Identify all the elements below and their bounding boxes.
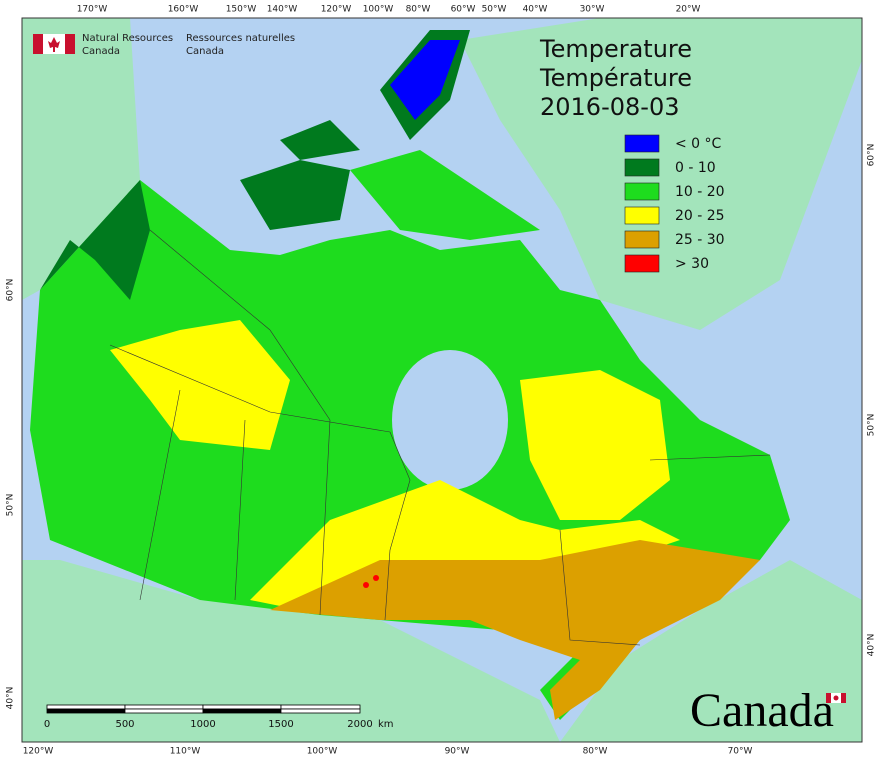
flag-bar [826, 693, 831, 703]
graticule-labels: 170°W 160°W 150°W 140°W 120°W 100°W 80°W 60°W 50… [6, 5, 877, 757]
temperature-zone [270, 540, 760, 720]
map-date: 2016-08-03 [540, 93, 679, 121]
legend-swatch [624, 206, 660, 225]
temperature-zone [240, 160, 350, 230]
map-title: Temperature [539, 35, 692, 63]
legend-label: 25 - 30 [675, 232, 725, 248]
scale-label: 0 [44, 719, 50, 730]
org-name: Natural Resources [82, 33, 173, 44]
legend-label: 0 - 10 [675, 160, 716, 176]
longitude-label: 70°W [728, 747, 753, 757]
longitude-label: 80°W [583, 747, 608, 757]
longitude-label: 100°W [307, 747, 338, 757]
scale-segment [124, 708, 204, 714]
legend-swatch [624, 230, 660, 249]
scale-label: 1000 [190, 719, 215, 730]
maple-leaf [833, 695, 839, 701]
flag-bar [841, 693, 846, 703]
legend-label: > 30 [675, 256, 709, 272]
legend: < 0 °C 0 - 10 10 - 20 20 - 25 25 - 30 > 30 [624, 134, 725, 273]
legend-swatch [624, 182, 660, 201]
longitude-label: 140°W [267, 5, 298, 15]
legend-label: 10 - 20 [675, 184, 725, 200]
temperature-zone [373, 575, 379, 581]
longitude-label: 50°W [482, 5, 507, 15]
longitude-label: 100°W [363, 5, 394, 15]
temperature-zone [280, 120, 360, 160]
longitude-label: 120°W [23, 747, 54, 757]
scale-segment [46, 704, 126, 710]
longitude-label: 20°W [676, 5, 701, 15]
longitude-label: 120°W [321, 5, 352, 15]
maple-leaf [48, 37, 60, 52]
scale-label: 1500 [268, 719, 293, 730]
flag-bar [33, 34, 43, 54]
alaska [22, 18, 140, 300]
longitude-label: 80°W [406, 5, 431, 15]
united-states [22, 560, 560, 742]
temperature-zone [390, 40, 460, 120]
scale-segment [280, 708, 361, 714]
longitude-label: 170°W [77, 5, 108, 15]
hudson-bay [392, 350, 508, 490]
longitude-label: 160°W [168, 5, 199, 15]
map-frame [21, 17, 863, 743]
flag-bar [65, 34, 75, 54]
temperature-zone [40, 180, 150, 300]
united-states [560, 560, 862, 742]
map-title: Température [539, 64, 692, 92]
frame-border [21, 17, 863, 743]
temperature-zone [110, 320, 290, 450]
legend-label: < 0 °C [675, 136, 722, 152]
longitude-label: 60°W [451, 5, 476, 15]
scale-bar: 0 500 1000 1500 2000 km [44, 704, 394, 730]
scale-segment [202, 708, 282, 714]
scale-unit: km [378, 719, 394, 730]
province-border [109, 229, 771, 646]
legend-swatch [624, 254, 660, 273]
scale-label: 500 [115, 719, 134, 730]
greenland [460, 18, 862, 330]
latitude-label: 40°N [6, 687, 16, 710]
latitude-label: 50°N [867, 414, 877, 437]
scale-segment [280, 704, 361, 710]
wordmark: Canada [690, 684, 834, 737]
temperature-zone [350, 150, 540, 240]
legend-swatch [624, 134, 660, 153]
temperature-zone [520, 370, 670, 520]
scale-segment [202, 704, 282, 710]
scale-segment [124, 704, 204, 710]
scale-label: 2000 [347, 719, 372, 730]
latitude-label: 50°N [6, 494, 16, 517]
longitude-label: 150°W [226, 5, 257, 15]
legend-label: 20 - 25 [675, 208, 725, 224]
longitude-label: 110°W [170, 747, 201, 757]
org-name: Canada [186, 46, 224, 57]
org-name: Canada [82, 46, 120, 57]
longitude-label: 40°W [523, 5, 548, 15]
latitude-label: 60°N [867, 144, 877, 167]
org-name: Ressources naturelles [186, 33, 295, 44]
longitude-label: 90°W [445, 747, 470, 757]
legend-swatch [624, 158, 660, 177]
canada-wordmark: Canada [690, 684, 846, 737]
longitude-label: 30°W [580, 5, 605, 15]
latitude-label: 40°N [867, 634, 877, 657]
scale-segment [46, 708, 126, 714]
temperature-zone [363, 582, 369, 588]
latitude-label: 60°N [6, 279, 16, 302]
agency-signature: Natural Resources Canada Ressources natu… [33, 33, 295, 57]
